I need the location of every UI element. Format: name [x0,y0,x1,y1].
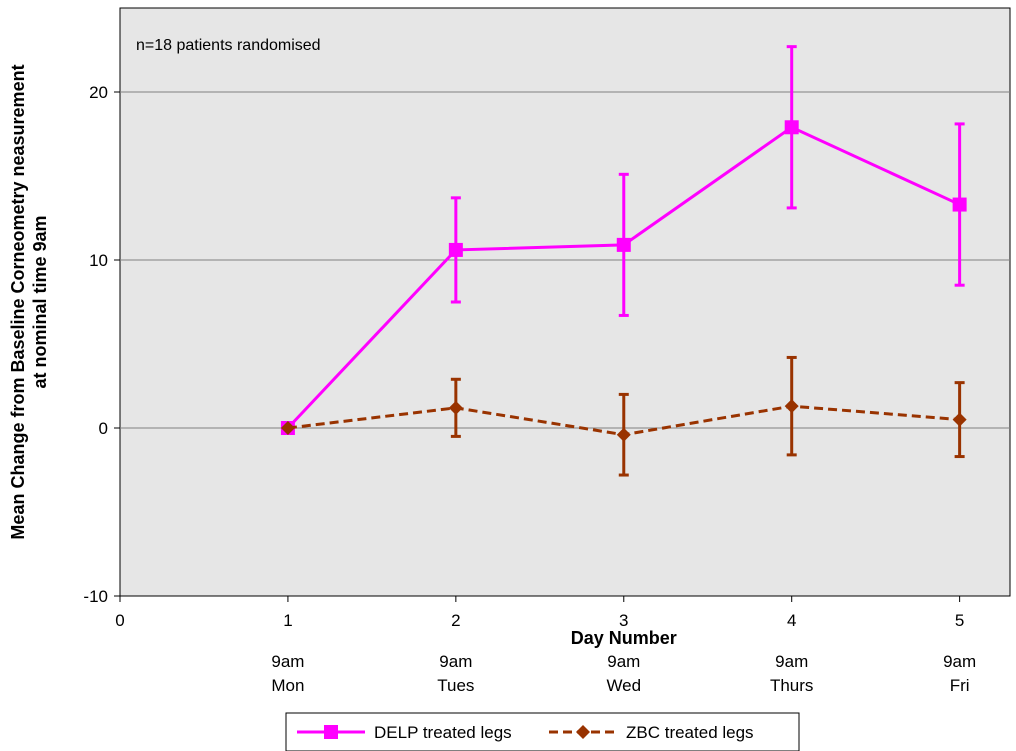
y-axis-title-line-2: at nominal time 9am [30,215,50,388]
x-tick-label: 2 [451,611,460,630]
legend-item-2: ZBC treated legs [549,723,754,742]
grid-lines [114,91,1010,602]
legend-marker [324,725,338,739]
data-point [448,400,463,415]
series-layer [280,45,967,477]
plot-area [119,7,1011,597]
data-point [616,237,631,252]
x-tick-label: 5 [955,611,964,630]
data-point [784,399,799,414]
y-axis-title: Mean Change from Baseline Corneometry ne… [8,64,50,539]
x-tick-labels: 0 1 2 3 4 5 [115,611,964,630]
series-1 [280,45,967,435]
legend-item-1: DELP treated legs [297,723,512,742]
day-time-label: 9am [943,652,976,671]
day-labels: 9am Mon 9am Tues 9am Wed 9am Thurs 9am Fri [271,652,976,695]
x-tick-label: 0 [115,611,124,630]
data-point [448,242,463,257]
day-time-label: 9am [607,652,640,671]
day-name-label: Fri [950,676,970,695]
y-tick-label: 20 [89,83,108,102]
y-tick-label: 10 [89,251,108,270]
data-point [616,427,631,442]
data-point [784,120,799,135]
legend-marker [576,725,590,739]
data-point [280,421,295,435]
day-name-label: Tues [437,676,474,695]
day-name-label: Mon [271,676,304,695]
y-tick-labels: -10 0 10 20 [83,83,108,606]
y-tick-label: 0 [99,419,108,438]
y-axis-title-line-1: Mean Change from Baseline Corneometry ne… [8,64,28,539]
chart-annotation: n=18 patients randomised [136,37,321,54]
day-name-label: Thurs [770,676,813,695]
legend-box [285,712,800,751]
x-tick-label: 1 [283,611,292,630]
legend-label: DELP treated legs [374,723,512,742]
y-tick-label: -10 [83,587,108,606]
x-axis-title: Day Number [571,628,677,648]
series-2 [280,355,967,477]
x-tick-label: 4 [787,611,796,630]
day-time-label: 9am [775,652,808,671]
x-tick-label: 3 [619,611,628,630]
legend: DELP treated legs ZBC treated legs [285,712,800,751]
day-time-label: 9am [271,652,304,671]
day-time-label: 9am [439,652,472,671]
day-name-label: Wed [606,676,641,695]
legend-label: ZBC treated legs [626,723,754,742]
data-point [952,197,967,212]
data-point [952,412,967,427]
